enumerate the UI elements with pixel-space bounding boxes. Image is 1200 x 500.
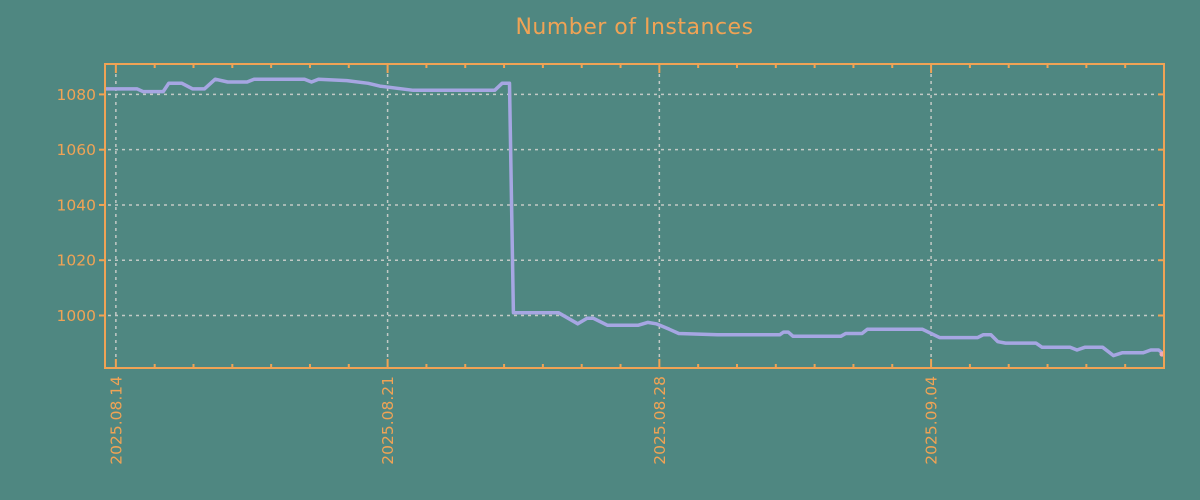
x-tick-label: 2025.08.14 xyxy=(107,376,125,465)
y-tick-label: 1080 xyxy=(57,86,96,104)
y-tick-label: 1020 xyxy=(57,252,96,270)
y-tick-label: 1000 xyxy=(57,307,96,325)
series-line xyxy=(105,77,1166,358)
x-tick-label: 2025.09.04 xyxy=(923,376,941,465)
y-tick-label: 1060 xyxy=(57,141,96,159)
chart-title: Number of Instances xyxy=(515,15,754,40)
plot-frame xyxy=(104,63,1165,369)
x-tick-label: 2025.08.21 xyxy=(379,376,397,465)
y-tick-label: 1040 xyxy=(57,196,96,214)
x-tick-label: 2025.08.28 xyxy=(651,376,669,465)
